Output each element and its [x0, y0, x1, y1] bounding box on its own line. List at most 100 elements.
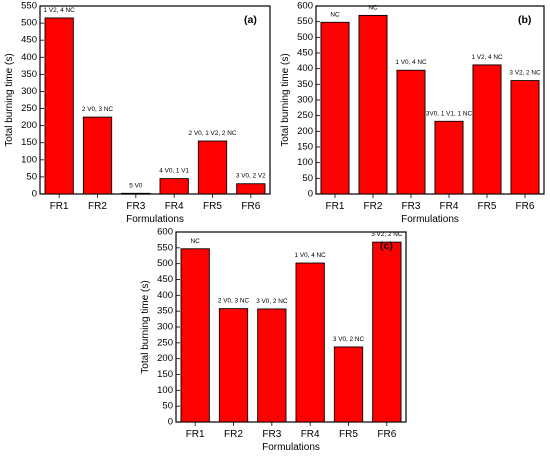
x-tick-label: FR6 [377, 429, 396, 440]
x-axis-title: Formulations [401, 214, 459, 222]
data-label: 1 V0, 4 NC [395, 59, 427, 66]
x-tick-label: FR3 [262, 429, 281, 440]
y-tick-label: 400 [157, 290, 173, 301]
x-tick-label: FR3 [126, 201, 145, 212]
data-label: 1 V2, 4 NC [44, 7, 76, 14]
x-axis-title: Formulations [126, 214, 184, 222]
y-tick-label: 500 [297, 32, 313, 43]
data-label: 3 V0, 2 V2 [236, 173, 266, 180]
x-tick-label: FR4 [440, 201, 459, 212]
x-tick-label: FR2 [224, 429, 243, 440]
bar-fr1 [180, 248, 210, 423]
y-tick-label: 200 [297, 126, 313, 137]
data-label: 3V0, 1 V1, 1 NC [426, 110, 473, 117]
y-tick-label: 500 [21, 18, 37, 29]
x-tick-label: FR1 [186, 429, 205, 440]
x-tick-label: FR1 [326, 201, 345, 212]
bar-fr3 [396, 69, 426, 195]
bar-fr3 [121, 192, 151, 195]
y-tick-label: 200 [21, 120, 37, 131]
y-tick-label: 550 [21, 1, 37, 12]
y-tick-label: 400 [21, 52, 37, 63]
bar-fr5 [333, 346, 364, 423]
y-tick-label: 350 [21, 69, 37, 80]
y-tick-label: 450 [157, 274, 173, 285]
data-label: 3 V2, 2 NC [509, 70, 541, 77]
y-tick-label: 150 [297, 142, 313, 153]
data-label: 3 V2, 2 NC [371, 231, 403, 238]
x-tick-label: FR5 [478, 201, 497, 212]
y-tick-label: 450 [297, 48, 313, 59]
data-label: 1 V0, 4 NC [295, 252, 327, 259]
panel-label: (b) [518, 14, 531, 26]
data-label: 3 V0, 2 NC [256, 298, 288, 305]
y-tick-label: 300 [21, 86, 37, 97]
bar-fr1 [44, 17, 74, 195]
y-axis-title: Total burning time (s) [280, 53, 291, 146]
y-tick-label: 150 [21, 137, 37, 148]
bar-fr1 [320, 21, 350, 195]
y-tick-label: 0 [308, 189, 313, 200]
x-tick-label: FR2 [88, 201, 107, 212]
x-tick-label: FR5 [203, 201, 222, 212]
data-label: NC [330, 11, 340, 18]
data-label: NC [368, 4, 378, 11]
data-label: 2 V0, 3 NC [82, 106, 114, 113]
bar-fr2 [82, 116, 113, 195]
data-label: 3 V0, 2 NC [333, 336, 365, 343]
bar-fr4 [295, 262, 325, 423]
x-tick-label: FR4 [165, 201, 184, 212]
x-tick-label: FR1 [50, 201, 69, 212]
y-tick-label: 350 [157, 306, 173, 317]
y-tick-label: 300 [297, 95, 313, 106]
bar-fr5 [472, 64, 502, 195]
bar-fr2 [358, 14, 388, 195]
y-tick-label: 250 [157, 337, 173, 348]
y-tick-label: 250 [297, 110, 313, 121]
data-label: NC [191, 238, 201, 245]
y-axis-title: Total burning time (s) [140, 280, 151, 373]
y-tick-label: 400 [297, 63, 313, 74]
y-tick-label: 350 [297, 79, 313, 90]
chart-panel-a: 0 50 100 150 200 250 300 350 400 450 500 550 FR1 1 V2… [4, 1, 271, 222]
y-tick-label: 100 [21, 154, 37, 165]
y-tick-label: 450 [21, 35, 37, 46]
panel-label: (a) [244, 14, 257, 26]
y-tick-label: 0 [32, 189, 37, 200]
bar-fr6 [372, 241, 402, 423]
bar-fr4 [159, 178, 189, 195]
bar-fr6 [510, 80, 540, 195]
bar-fr3 [257, 308, 287, 423]
x-axis-title: Formulations [262, 442, 320, 453]
panel-label: (c) [380, 240, 393, 252]
y-tick-label: 150 [157, 369, 173, 380]
y-tick-label: 550 [157, 242, 173, 253]
x-tick-label: FR4 [301, 429, 320, 440]
y-tick-label: 100 [157, 385, 173, 396]
data-label: 2 V0, 1 V2, 2 NC [189, 130, 237, 137]
data-label: 4 V0, 1 V1 [159, 168, 189, 175]
chart-panel-b: 0 50 100 150 200 250 300 350 400 450 500 550 600 FR1 N… [280, 1, 545, 222]
bar-fr2 [218, 308, 249, 423]
y-tick-label: 50 [162, 401, 173, 412]
plot-frame [315, 5, 545, 195]
bar-fr6 [236, 183, 266, 195]
chart-panel-c: 0 50 100 150 200 250 300 350 400 450 500 550 600 FR1 N… [140, 227, 407, 453]
x-tick-label: FR6 [241, 201, 260, 212]
y-tick-label: 550 [297, 16, 313, 27]
x-tick-label: FR3 [402, 201, 421, 212]
plot-frame [39, 5, 271, 195]
y-tick-label: 50 [26, 171, 37, 182]
bar-fr5 [197, 140, 228, 195]
y-tick-label: 600 [157, 227, 173, 238]
y-tick-label: 200 [157, 353, 173, 364]
y-tick-label: 300 [157, 322, 173, 333]
plot-frame [175, 231, 407, 423]
y-tick-label: 100 [297, 157, 313, 168]
y-tick-label: 50 [302, 173, 313, 184]
x-tick-label: FR2 [364, 201, 383, 212]
x-tick-label: FR5 [339, 429, 358, 440]
y-tick-label: 0 [168, 417, 173, 428]
y-tick-label: 500 [157, 258, 173, 269]
data-label: 2 V0, 3 NC [218, 298, 250, 305]
